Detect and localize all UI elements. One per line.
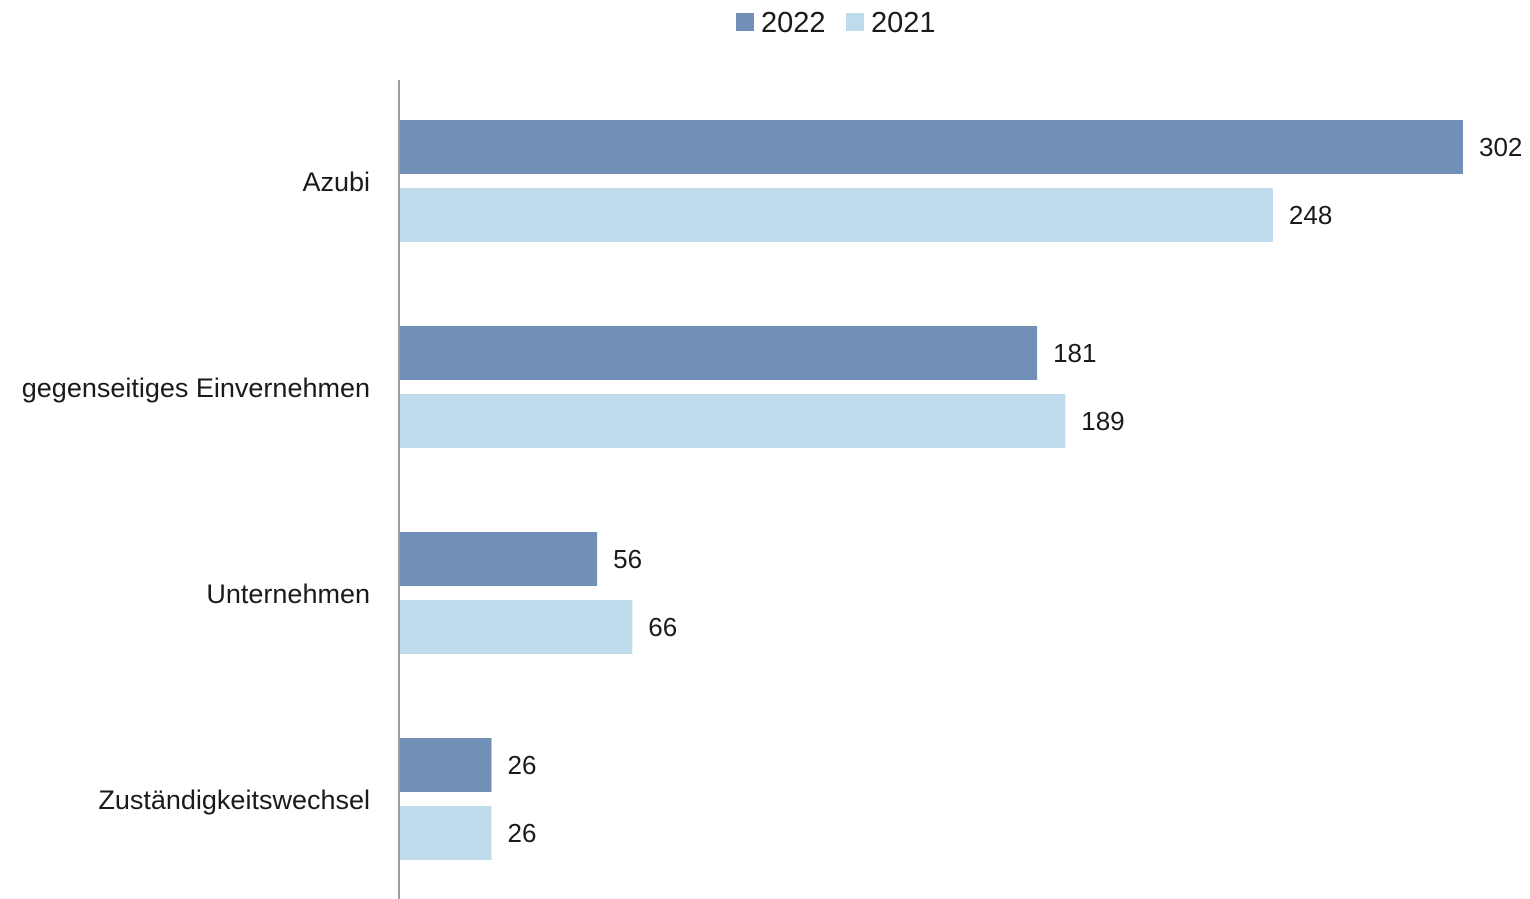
bar-azubi-2022 — [400, 120, 1463, 174]
bar-unternehmen-2022 — [400, 532, 598, 586]
data-label-zustaendigkeitswechsel-2021: 26 — [508, 818, 537, 848]
legend: 2022 2021 — [736, 7, 936, 39]
bar-gegenseitiges-einvernehmen-2021 — [400, 394, 1066, 448]
legend-label-2022: 2022 — [761, 7, 826, 39]
data-label-gegenseitiges-einvernehmen-2022: 181 — [1053, 338, 1096, 368]
data-label-unternehmen-2022: 56 — [613, 544, 642, 574]
category-label-azubi: Azubi — [302, 167, 370, 197]
bar-azubi-2021 — [400, 188, 1273, 242]
bars-group — [400, 120, 1463, 860]
bar-gegenseitiges-einvernehmen-2022 — [400, 326, 1038, 380]
category-label-unternehmen: Unternehmen — [206, 579, 370, 609]
legend-swatch-2021 — [846, 13, 864, 31]
bar-unternehmen-2021 — [400, 600, 633, 654]
data-label-gegenseitiges-einvernehmen-2021: 189 — [1081, 406, 1124, 436]
category-label-zustaendigkeitswechsel: Zuständigkeitswechsel — [98, 785, 370, 815]
legend-swatch-2022 — [736, 13, 754, 31]
category-label-gegenseitiges-einvernehmen: gegenseitiges Einvernehmen — [22, 373, 370, 403]
data-label-zustaendigkeitswechsel-2022: 26 — [508, 750, 537, 780]
labels-group: Azubi 302 248 gegenseitiges Einvernehmen 181… — [22, 132, 1523, 848]
data-label-azubi-2021: 248 — [1289, 200, 1332, 230]
bar-zustaendigkeitswechsel-2021 — [400, 806, 492, 860]
data-label-unternehmen-2021: 66 — [648, 612, 677, 642]
legend-label-2021: 2021 — [871, 7, 936, 39]
bar-zustaendigkeitswechsel-2022 — [400, 738, 492, 792]
data-label-azubi-2022: 302 — [1479, 132, 1522, 162]
